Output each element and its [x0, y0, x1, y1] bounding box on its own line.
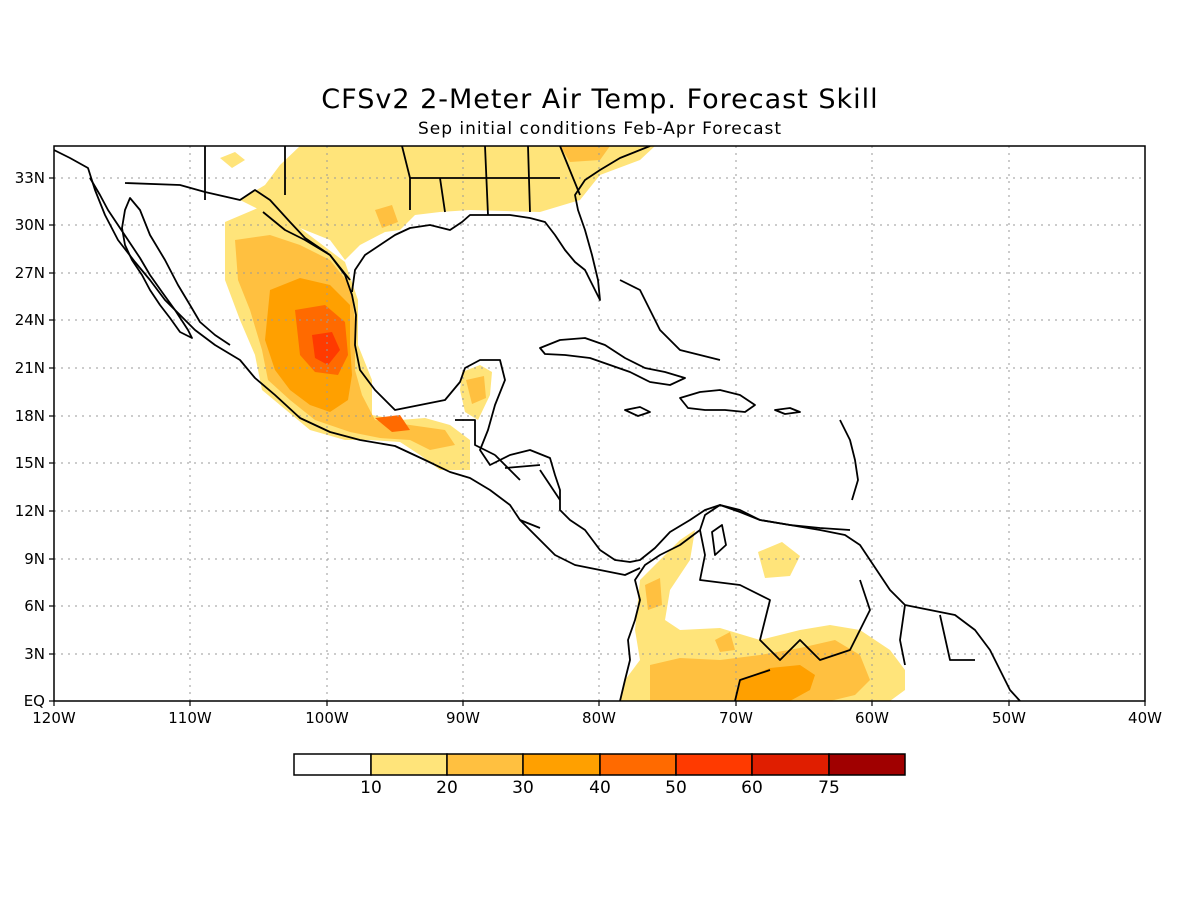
lon-tick-label: 120W: [32, 709, 76, 727]
lat-tick-label: 15N: [15, 454, 45, 472]
coastline-puerto-rico: [774, 407, 801, 415]
colorbar-label: 10: [360, 778, 382, 798]
map-title: CFSv2 2-Meter Air Temp. Forecast Skill: [321, 84, 879, 115]
coastline-lesser-antilles: [839, 419, 859, 501]
skill-region-sa-20c: [715, 632, 735, 652]
lat-tick-label: 9N: [24, 550, 45, 568]
colorbar: [293, 753, 906, 776]
coastline-antilles: [619, 279, 721, 361]
coastline-baja: [89, 177, 231, 346]
lat-tick-labels: EQ 3N 6N 9N 12N 15N 18N 21N 24N 27N 30N …: [15, 169, 45, 710]
lat-tick-label: 18N: [15, 407, 45, 425]
lat-tick-label: EQ: [24, 692, 45, 710]
colorbar-swatch: [828, 753, 906, 776]
colorbar-swatch: [751, 753, 830, 776]
lat-tick-label: 33N: [15, 169, 45, 187]
colorbar-swatch: [522, 753, 601, 776]
skill-region-small: [220, 152, 245, 168]
colorbar-labels: 10 20 30 40 50 60 75: [360, 778, 840, 798]
colorbar-swatch: [599, 753, 677, 776]
grid-lines: [54, 146, 1145, 701]
coastline-south-america: [619, 504, 1021, 701]
border-central-america: [455, 419, 561, 529]
axis-ticks: [49, 177, 1146, 706]
skill-region-yucatan-2: [466, 376, 486, 404]
lat-tick-label: 24N: [15, 311, 45, 329]
lat-tick-label: 12N: [15, 502, 45, 520]
skill-region-us-south: [240, 146, 655, 260]
lon-tick-label: 90W: [446, 709, 480, 727]
colorbar-swatch: [446, 753, 524, 776]
colorbar-swatch: [293, 753, 372, 776]
coastline-cuba: [539, 337, 686, 386]
lat-tick-label: 3N: [24, 645, 45, 663]
lon-tick-label: 110W: [168, 709, 212, 727]
skill-region-sa-10b: [758, 542, 800, 578]
colorbar-label: 40: [589, 778, 611, 798]
colorbar-swatch: [675, 753, 753, 776]
lon-tick-label: 70W: [719, 709, 753, 727]
skill-region-us-south-2: [375, 205, 398, 228]
colorbar-label: 30: [512, 778, 534, 798]
lat-tick-label: 27N: [15, 264, 45, 282]
map-frame: [53, 145, 1146, 702]
coastline-hispaniola: [679, 389, 756, 413]
skill-shading: [220, 146, 905, 701]
colorbar-label: 50: [665, 778, 687, 798]
lat-tick-label: 6N: [24, 597, 45, 615]
skill-region-tehuantepec: [375, 415, 410, 432]
skill-region-sa-20b: [645, 578, 662, 610]
lat-tick-label: 21N: [15, 359, 45, 377]
border-us-states: [204, 146, 581, 216]
colorbar-label: 75: [818, 778, 840, 798]
skill-region-us-south-3: [560, 146, 610, 162]
lon-tick-label: 60W: [855, 709, 889, 727]
coastline-us-gulf: [351, 146, 651, 301]
lon-tick-label: 100W: [305, 709, 349, 727]
lon-tick-labels: 120W 110W 100W 90W 80W 70W 60W 50W 40W: [32, 709, 1162, 727]
coastline-maracaibo: [711, 524, 727, 556]
lat-tick-label: 30N: [15, 216, 45, 234]
border-us-mexico: [124, 182, 351, 281]
lon-tick-label: 80W: [582, 709, 616, 727]
lon-tick-label: 40W: [1128, 709, 1162, 727]
colorbar-label: 20: [436, 778, 458, 798]
coastline-jamaica: [624, 406, 651, 417]
map-subtitle: Sep initial conditions Feb-Apr Forecast: [417, 119, 783, 139]
skill-region-mexico-50: [312, 332, 340, 365]
colorbar-label: 60: [741, 778, 763, 798]
skill-region-sa-30: [735, 665, 815, 701]
coastline-pacific: [54, 149, 641, 576]
lon-tick-label: 50W: [992, 709, 1026, 727]
colorbar-swatch: [370, 753, 448, 776]
coastlines: [54, 146, 1021, 701]
border-south-america: [699, 529, 975, 701]
